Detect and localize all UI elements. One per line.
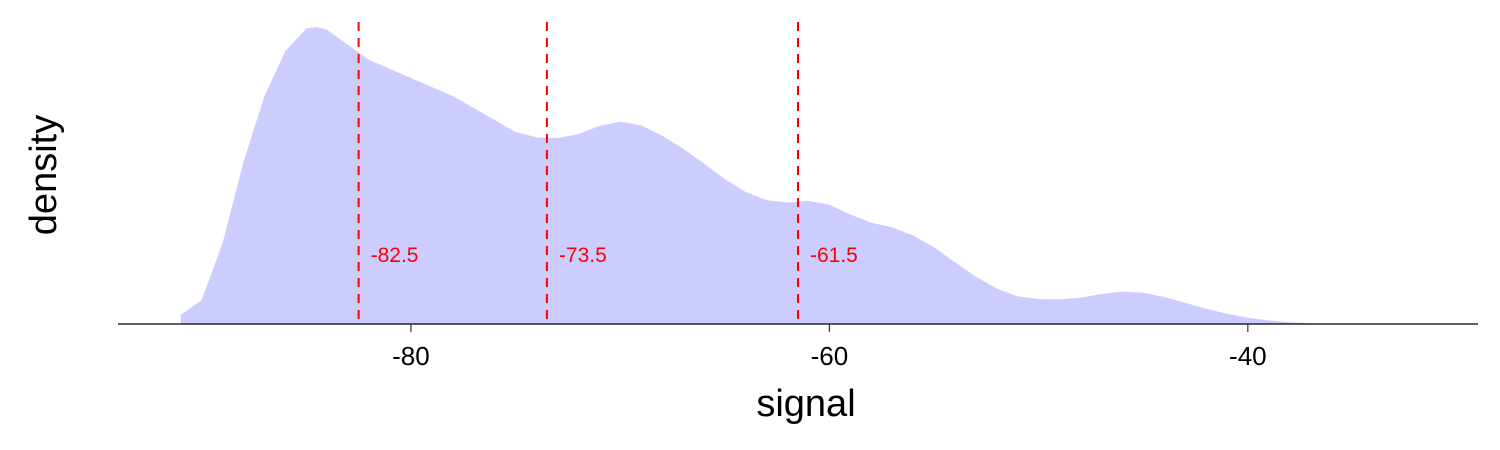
quantile-line-label: -61.5 [810, 244, 858, 267]
x-tick-label: -40 [1229, 341, 1267, 371]
density-area-0 [180, 27, 1332, 324]
y-axis-title: density [23, 115, 65, 235]
x-tick-label: -80 [392, 341, 430, 371]
x-tick-label: -60 [811, 341, 849, 371]
plot-area [180, 27, 1332, 324]
x-axis-title: signal [756, 383, 855, 425]
x-axis-ticks: -80 -60 -40 [392, 324, 1267, 371]
quantile-line-label: -82.5 [371, 244, 419, 267]
quantile-lines: -82.5 -73.5 -61.5 [357, 22, 858, 324]
quantile-line-label: -73.5 [559, 244, 607, 267]
